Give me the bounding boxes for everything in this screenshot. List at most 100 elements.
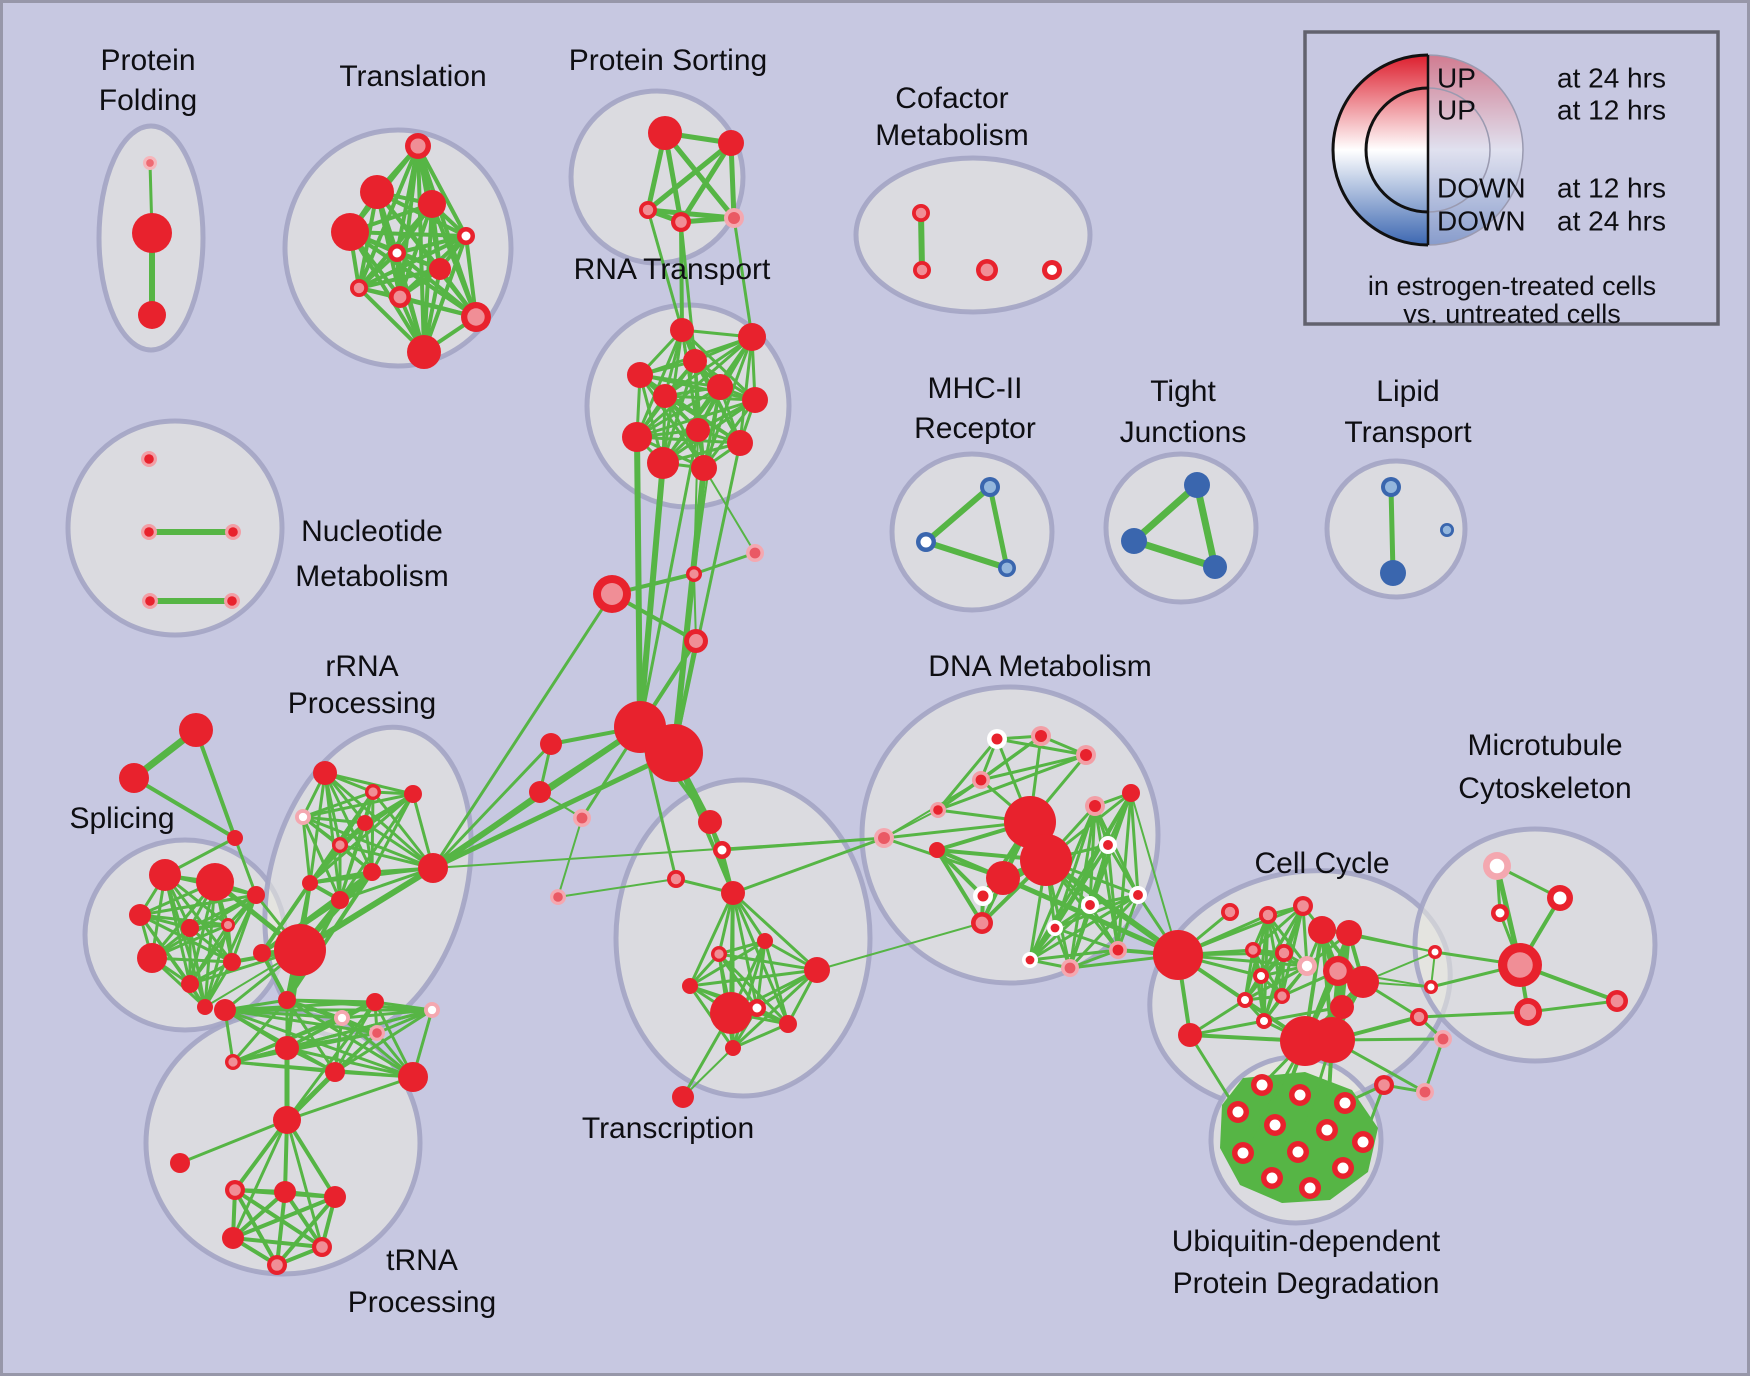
network-node-core [553, 892, 563, 902]
network-node-core [227, 596, 237, 606]
network-edge [702, 385, 722, 470]
network-node-core [316, 1241, 328, 1253]
legend-direction-label: DOWN [1437, 205, 1526, 236]
cluster-label-protein-sorting: Protein Sorting [569, 44, 767, 77]
network-edge [323, 771, 415, 796]
legend-direction-label: UP [1437, 62, 1476, 93]
network-edge [1129, 791, 1140, 897]
network-edge [663, 335, 754, 398]
network-node-core [1294, 1089, 1306, 1101]
legend-time-label: at 24 hrs [1557, 62, 1666, 93]
network-node [214, 999, 236, 1021]
network-node-core [1610, 994, 1624, 1008]
network-edge [132, 776, 237, 840]
network-edge [1106, 843, 1120, 952]
network-edge [373, 1000, 434, 1012]
legend-outer-left-arc [1331, 53, 1429, 247]
network-edge [395, 234, 468, 255]
nodes-layer [119, 116, 1628, 1275]
network-node-core [271, 1259, 283, 1271]
network-edge [935, 848, 984, 925]
network-node [227, 830, 243, 846]
network-node [357, 815, 373, 831]
network-edge [1301, 904, 1309, 968]
network-edge [231, 1118, 289, 1240]
network-edge [678, 140, 734, 225]
network-node-core [920, 536, 932, 548]
network-edge [1188, 1019, 1266, 1037]
network-node [181, 975, 199, 993]
network-edge [275, 1190, 287, 1267]
network-node-core [1297, 900, 1309, 912]
network-edge [637, 460, 666, 730]
network-edge [1348, 932, 1436, 953]
network-node [407, 335, 441, 369]
network-edge [301, 792, 415, 819]
network-edge [1388, 484, 1396, 576]
network-edge [340, 1016, 415, 1079]
cluster-label-trna-processing: Processing [348, 1286, 496, 1319]
network-edge [283, 1190, 324, 1249]
network-edge [692, 551, 757, 576]
network-node [222, 1227, 244, 1249]
network-node [398, 1062, 428, 1092]
network-node [1330, 995, 1354, 1019]
network-node-core [1047, 265, 1057, 275]
network-node-core [1001, 562, 1013, 574]
network-node-core [1437, 1033, 1449, 1045]
network-edge [1417, 1010, 1530, 1019]
network-edge [203, 893, 258, 1009]
network-node [672, 1086, 694, 1108]
network-node-core [915, 207, 927, 219]
network-node-core [933, 805, 943, 815]
network-node [804, 957, 830, 983]
network-node [698, 810, 722, 834]
cluster-label-tight-junctions: Junctions [1120, 416, 1247, 449]
legend-time-label: at 12 hrs [1557, 94, 1666, 125]
cluster-label-protein-folding: Folding [99, 84, 197, 117]
network-node [645, 724, 703, 782]
network-edge [178, 1118, 289, 1165]
cluster-ellipse-cofactor-metabolism [853, 155, 1093, 315]
network-edge [375, 1008, 434, 1035]
network-node-core [717, 845, 727, 855]
cluster-label-rrna-processing: rRNA [325, 650, 398, 683]
network-node-core [1357, 1136, 1369, 1148]
network-edge [634, 434, 643, 730]
network-edge [1028, 843, 1110, 962]
network-edge [1028, 804, 1097, 962]
network-edge [285, 998, 434, 1012]
network-node [1178, 1023, 1202, 1047]
network-edge [731, 836, 886, 895]
network-edge [371, 790, 435, 870]
network-edge [431, 742, 553, 870]
network-node-core [916, 264, 928, 276]
network-edge [231, 1190, 287, 1240]
cluster-label-translation: Translation [339, 60, 486, 93]
network-edge [935, 848, 985, 898]
network-node [1308, 916, 1336, 944]
network-node-core [1419, 1086, 1431, 1098]
network-node-core [1553, 891, 1567, 905]
cluster-ellipse-trna-processing [143, 1009, 423, 1277]
legend-rows: UP at 24 hrs UP at 12 hrs DOWN at 12 hrs DOWN a… [1437, 62, 1666, 236]
network-edge [348, 230, 426, 354]
network-node-core [372, 1028, 382, 1038]
network-node-core [144, 527, 154, 537]
cluster-label-microtubule-cytoskeleton: Cytoskeleton [1458, 772, 1631, 805]
network-edge [363, 792, 415, 825]
legend-time-label: at 24 hrs [1557, 205, 1666, 236]
legend-footer-line: in estrogen-treated cells [1368, 271, 1656, 301]
network-edge [348, 230, 468, 238]
network-node [247, 886, 265, 904]
network-node-core [576, 812, 588, 824]
network-edge [285, 1118, 337, 1199]
network-node-core [229, 1184, 241, 1196]
network-node-core [223, 920, 233, 930]
network-edge [703, 467, 756, 554]
network-edge [1251, 904, 1305, 952]
network-edge [301, 790, 375, 819]
network-edge [635, 385, 722, 439]
network-node-core [1301, 960, 1313, 972]
